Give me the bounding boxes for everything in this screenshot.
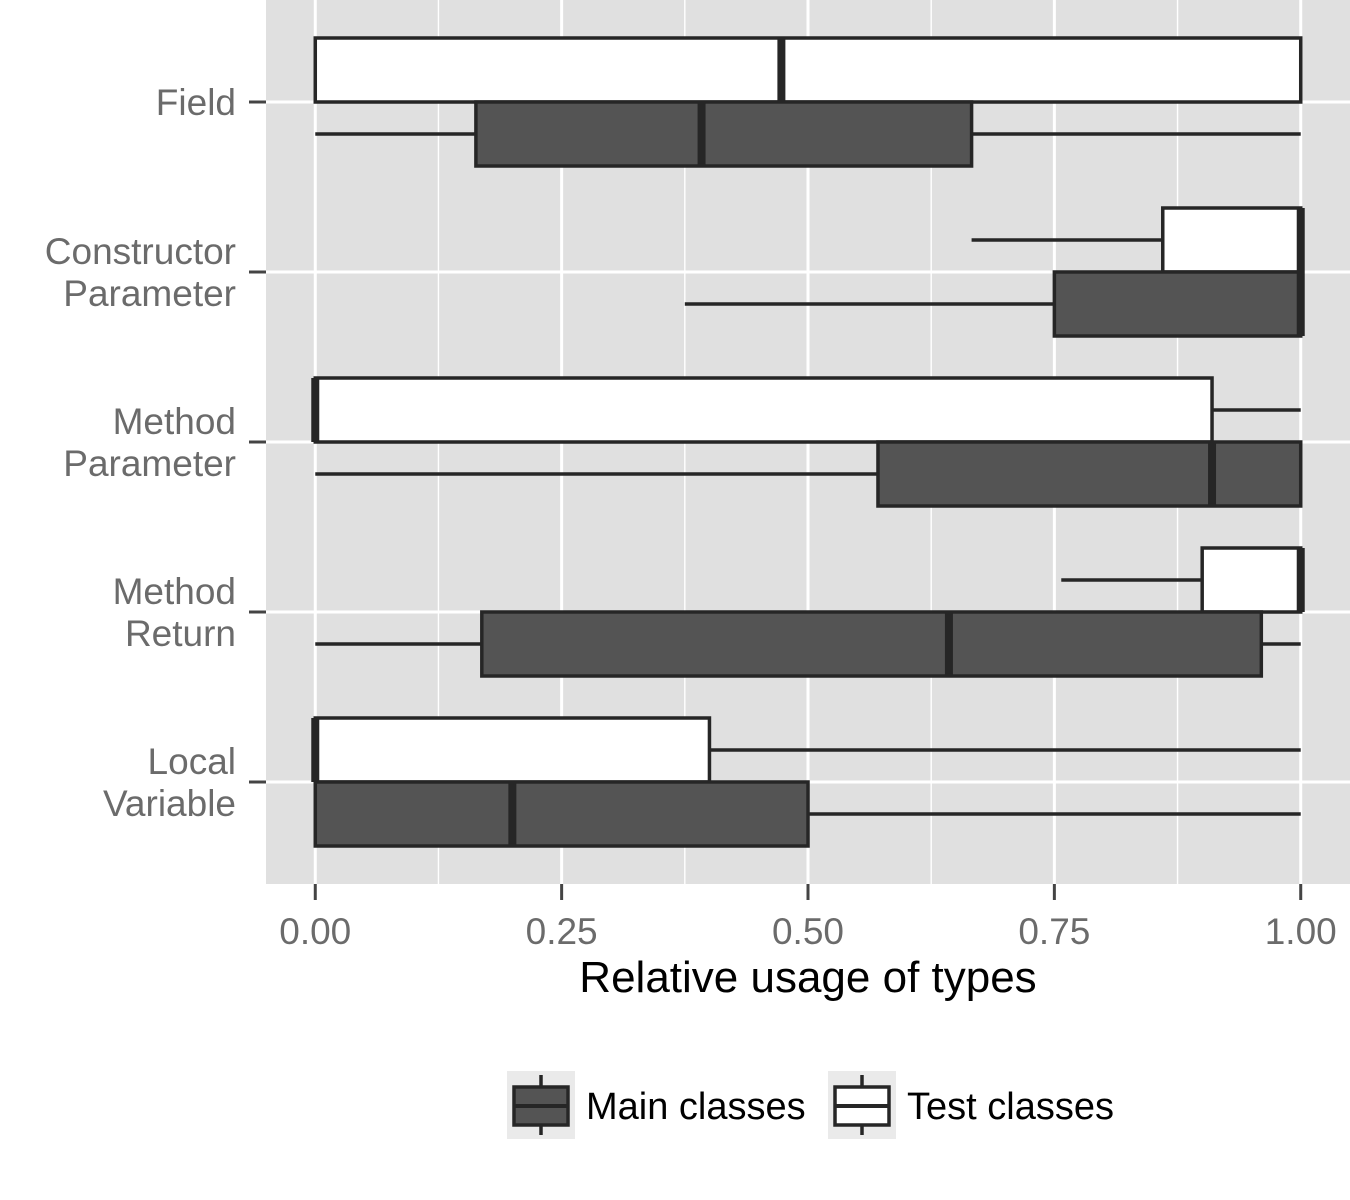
box-test-classes [971, 206, 1305, 274]
y-tick-label-line: Field [156, 82, 236, 123]
x-tick-label: 1.00 [1265, 911, 1337, 952]
y-tick-label: Field [156, 82, 236, 123]
legend-label: Test classes [907, 1086, 1114, 1128]
box-main-classes [313, 780, 1301, 848]
y-tick-label-line: Parameter [63, 273, 236, 314]
y-tick-label-line: Return [125, 613, 236, 654]
legend-label: Main classes [586, 1086, 806, 1128]
y-tick-label-line: Method [113, 571, 236, 612]
box-test-classes [311, 376, 1301, 444]
y-tick-label-line: Constructor [45, 231, 236, 272]
box-iqr [474, 100, 974, 168]
box-main-classes [684, 270, 1305, 338]
box-iqr [313, 376, 1214, 444]
box-iqr [480, 610, 1264, 678]
x-tick-label: 0.75 [1018, 911, 1090, 952]
legend: Main classes Test classes [507, 1071, 1114, 1139]
box-main-classes [315, 100, 1301, 168]
y-tick-label: Method Parameter [63, 401, 236, 484]
box-iqr [313, 780, 810, 848]
box-iqr [876, 440, 1303, 508]
legend-item: Test classes [828, 1071, 1114, 1139]
box-main-classes [315, 440, 1303, 508]
box-iqr [1052, 270, 1303, 338]
box-main-classes [315, 610, 1301, 678]
x-tick-label: 0.00 [279, 911, 351, 952]
box-test-classes [311, 716, 1301, 784]
y-tick-label-line: Variable [103, 783, 236, 824]
y-tick-label: Local Variable [103, 741, 236, 824]
box-iqr [1200, 546, 1303, 614]
y-tick-label-line: Method [113, 401, 236, 442]
x-axis-title: Relative usage of types [579, 953, 1036, 1002]
box-test-classes [313, 36, 1303, 104]
y-tick-label: Method Return [113, 571, 236, 654]
x-axis: 0.00 0.25 0.50 0.75 1.00 [279, 884, 1337, 952]
y-tick-label: Constructor Parameter [45, 231, 236, 314]
legend-item: Main classes [507, 1071, 806, 1139]
box-iqr [313, 716, 712, 784]
y-tick-label-line: Parameter [63, 443, 236, 484]
x-tick-label: 0.50 [772, 911, 844, 952]
x-tick-label: 0.25 [526, 911, 598, 952]
boxes [311, 36, 1305, 848]
y-tick-label-line: Local [148, 741, 236, 782]
box-iqr [1161, 206, 1303, 274]
box-iqr [313, 36, 1303, 104]
